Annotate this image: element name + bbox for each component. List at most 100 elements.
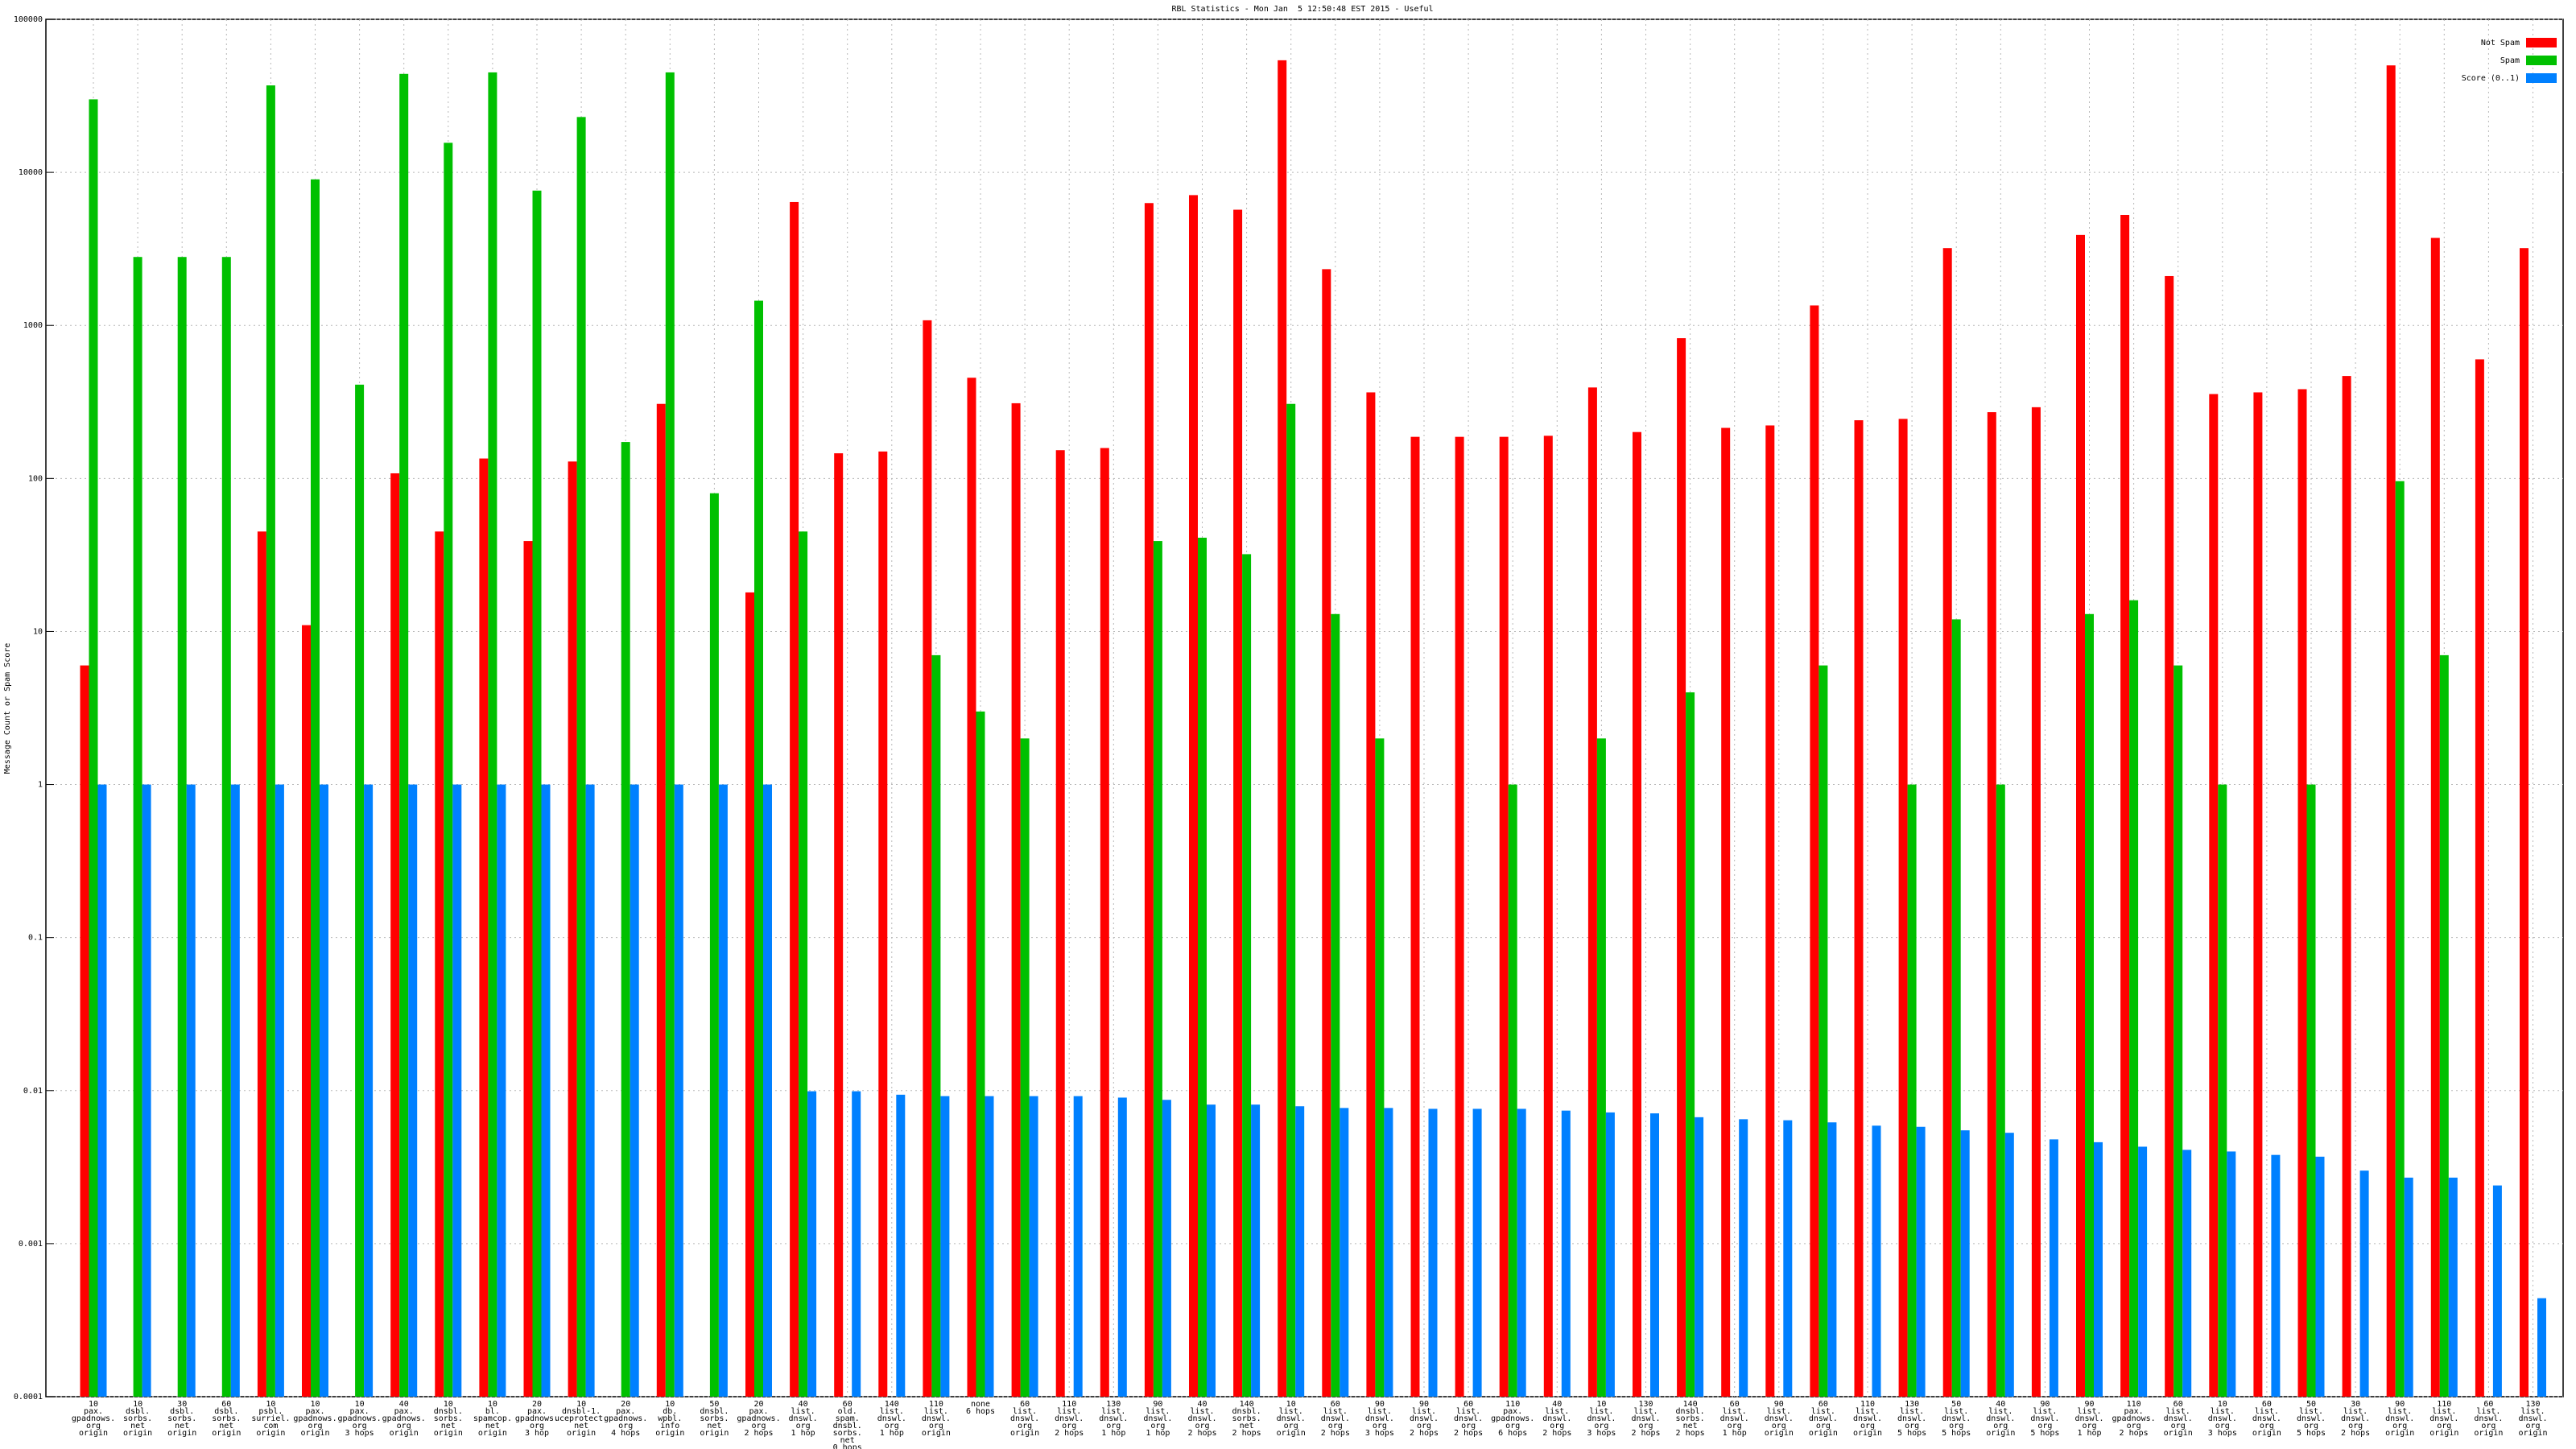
x-tick-label: list.: [1545, 1407, 1569, 1416]
x-tick-label: list.: [2033, 1407, 2057, 1416]
x-tick-label: sorbs.: [212, 1414, 241, 1423]
x-tick-label: 60: [1463, 1400, 1473, 1409]
bar: [1827, 1122, 1837, 1397]
x-tick-label: list.: [1900, 1407, 1924, 1416]
x-tick-label: dnsbl-1.: [562, 1407, 601, 1416]
bar: [2094, 1141, 2103, 1397]
x-tick-label: origin: [212, 1429, 241, 1438]
x-tick-label: 2 hops: [2120, 1429, 2149, 1438]
x-tick-label: org: [2481, 1422, 2496, 1430]
x-tick-label: org: [929, 1422, 943, 1430]
x-tick-label: dnswl.: [1099, 1414, 1128, 1423]
x-tick-label: 40: [1996, 1400, 2005, 1409]
x-tick-label: org: [2348, 1422, 2363, 1430]
x-tick-label: dnswl.: [2429, 1414, 2458, 1423]
x-tick-label: list.: [1101, 1407, 1125, 1416]
x-tick-label: list.: [2166, 1407, 2190, 1416]
x-tick-label: list.: [1057, 1407, 1081, 1416]
bar: [2049, 1139, 2058, 1397]
bar: [2129, 600, 2139, 1397]
x-tick-label: dnswl.: [1765, 1414, 1794, 1423]
x-tick-label: origin: [1986, 1429, 2015, 1438]
bar: [2085, 613, 2094, 1397]
x-tick-label: 60: [1020, 1400, 1030, 1409]
x-tick-label: origin: [300, 1429, 329, 1438]
bar: [1650, 1113, 1659, 1397]
x-tick-label: org: [2437, 1422, 2451, 1430]
x-tick-label: 20: [753, 1400, 763, 1409]
x-tick-label: 110: [1062, 1400, 1076, 1409]
x-tick-label: origin: [79, 1429, 108, 1438]
bar: [967, 378, 976, 1397]
bar: [1960, 1130, 1970, 1397]
bar: [621, 442, 630, 1397]
bar: [355, 384, 365, 1397]
x-tick-label: 10: [444, 1400, 453, 1409]
x-tick-label: 10: [266, 1400, 275, 1409]
bar: [2076, 234, 2085, 1397]
bar: [1818, 665, 1828, 1397]
x-tick-label: 1 hop: [791, 1429, 815, 1438]
bar: [541, 784, 551, 1397]
x-tick-label: org: [353, 1422, 367, 1430]
legend-swatch: [2526, 56, 2557, 65]
bar: [1916, 1126, 1926, 1397]
bar: [1739, 1119, 1748, 1397]
x-tick-label: net: [130, 1422, 145, 1430]
x-tick-label: dnswl.: [2297, 1414, 2326, 1423]
x-tick-label: origin: [390, 1429, 419, 1438]
x-tick-label: list.: [2077, 1407, 2101, 1416]
x-tick-label: origin: [1765, 1429, 1794, 1438]
x-tick-label: origin: [1277, 1429, 1306, 1438]
x-tick-label: sorbs.: [1676, 1414, 1705, 1423]
bar: [1907, 784, 1917, 1397]
bar: [444, 142, 453, 1397]
x-tick-label: origin: [167, 1429, 196, 1438]
x-tick-label: org: [1195, 1422, 1209, 1430]
bar: [1384, 1108, 1393, 1397]
x-tick-label: 6 hops: [1498, 1429, 1527, 1438]
x-tick-label: 110: [2437, 1400, 2451, 1409]
bar: [799, 531, 808, 1397]
x-tick-label: 3 hops: [1587, 1429, 1616, 1438]
x-tick-label: bl.: [485, 1407, 500, 1416]
bar: [1375, 738, 1385, 1397]
x-tick-label: 10: [310, 1400, 320, 1409]
x-tick-label: dnswl.: [877, 1414, 906, 1423]
x-tick-label: dsbl.: [126, 1407, 150, 1416]
x-tick-label: 10: [89, 1400, 98, 1409]
x-tick-label: dnswl.: [1942, 1414, 1971, 1423]
x-tick-label: origin: [655, 1429, 684, 1438]
bar: [1410, 436, 1420, 1397]
bar: [1242, 554, 1252, 1397]
bar: [2218, 784, 2227, 1397]
x-tick-label: origin: [700, 1429, 729, 1438]
x-tick-label: 2 hops: [1542, 1429, 1571, 1438]
bar: [2359, 1170, 2369, 1397]
x-tick-label: 10: [488, 1400, 497, 1409]
x-tick-label: spamcop.: [473, 1414, 512, 1423]
x-tick-label: 2 hops: [1631, 1429, 1660, 1438]
x-tick-label: net: [1683, 1422, 1698, 1430]
x-tick-label: 140: [1240, 1400, 1254, 1409]
legend-label: Not Spam: [2481, 39, 2520, 47]
x-tick-label: list.: [2343, 1407, 2368, 1416]
x-tick-label: 60: [221, 1400, 231, 1409]
x-tick-label: dnswl.: [1321, 1414, 1350, 1423]
x-tick-label: dnswl.: [1542, 1414, 1571, 1423]
x-tick-label: 2 hops: [1410, 1429, 1439, 1438]
x-tick-label: 2 hops: [2341, 1429, 2370, 1438]
x-tick-label: dnswl.: [1631, 1414, 1660, 1423]
x-tick-label: 140: [885, 1400, 899, 1409]
x-tick-label: org: [308, 1422, 322, 1430]
x-tick-label: org: [885, 1422, 899, 1430]
x-tick-label: org: [1772, 1422, 1786, 1430]
x-tick-label: 6 hops: [966, 1407, 995, 1416]
x-tick-label: dnswl.: [1986, 1414, 2015, 1423]
bar: [931, 654, 941, 1397]
x-tick-label: gpadnows.: [293, 1414, 336, 1423]
x-tick-label: 10: [576, 1400, 586, 1409]
bar: [1153, 541, 1162, 1397]
bar: [1854, 420, 1864, 1397]
bar: [630, 784, 639, 1397]
